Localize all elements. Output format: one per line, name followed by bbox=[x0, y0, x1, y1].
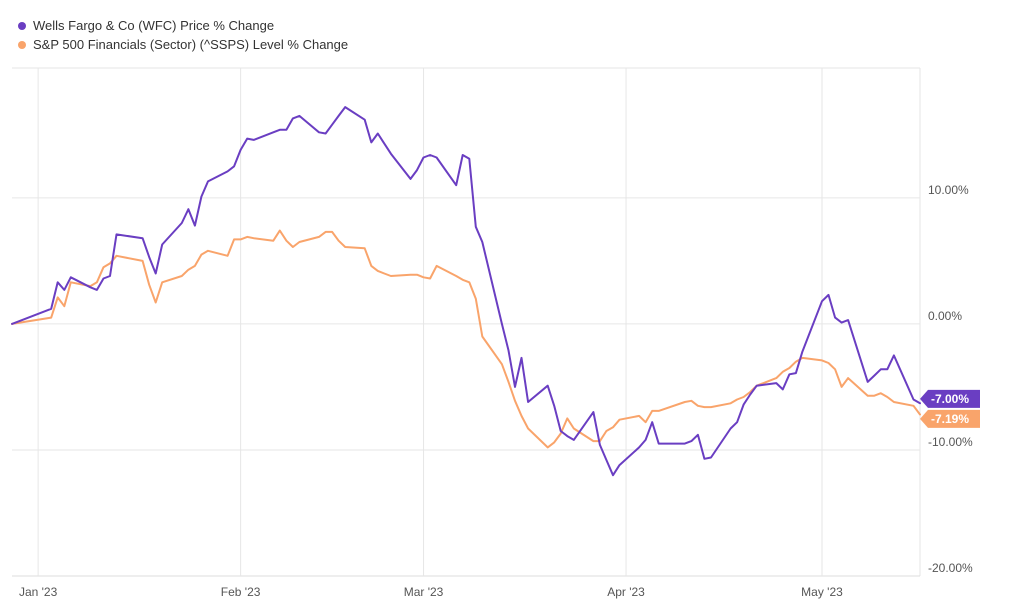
end-label-badge bbox=[920, 409, 980, 428]
x-tick-label: May '23 bbox=[801, 585, 843, 599]
chart-legend: Wells Fargo & Co (WFC) Price % Change S&… bbox=[18, 16, 348, 54]
series-line-wfc[interactable] bbox=[11, 106, 921, 477]
legend-swatch-wfc bbox=[18, 21, 26, 30]
series-line-sspf[interactable] bbox=[11, 229, 921, 449]
y-tick-label: -10.00% bbox=[928, 435, 973, 449]
series-layer bbox=[11, 106, 921, 477]
y-tick-label: 0.00% bbox=[928, 309, 962, 323]
y-tick-label: 10.00% bbox=[928, 183, 969, 197]
x-tick-label: Apr '23 bbox=[607, 585, 645, 599]
y-tick-label: -20.00% bbox=[928, 561, 973, 575]
end-label-value: -7.00% bbox=[931, 392, 969, 406]
legend-item-sspf[interactable]: S&P 500 Financials (Sector) (^SSPS) Leve… bbox=[18, 35, 348, 54]
end-label-wfc: -7.00% bbox=[920, 389, 980, 408]
end-label-value: -7.19% bbox=[931, 412, 969, 426]
legend-swatch-sspf bbox=[18, 40, 26, 49]
end-label-layer: -7.00% -7.19% bbox=[920, 389, 980, 428]
end-label-badge bbox=[920, 389, 980, 408]
x-tick-label: Mar '23 bbox=[404, 585, 444, 599]
x-tick-label: Jan '23 bbox=[19, 585, 58, 599]
legend-label-wfc: Wells Fargo & Co (WFC) Price % Change bbox=[33, 18, 275, 33]
axis-layer: 10.00% 0.00% -10.00% -20.00% Jan '23 Feb '23 M… bbox=[19, 183, 973, 599]
end-label-sspf: -7.19% bbox=[920, 409, 980, 428]
x-tick-label: Feb '23 bbox=[221, 585, 261, 599]
legend-label-sspf: S&P 500 Financials (Sector) (^SSPS) Leve… bbox=[33, 37, 349, 52]
grid-layer bbox=[12, 67, 921, 577]
legend-item-wfc[interactable]: Wells Fargo & Co (WFC) Price % Change bbox=[18, 16, 348, 35]
